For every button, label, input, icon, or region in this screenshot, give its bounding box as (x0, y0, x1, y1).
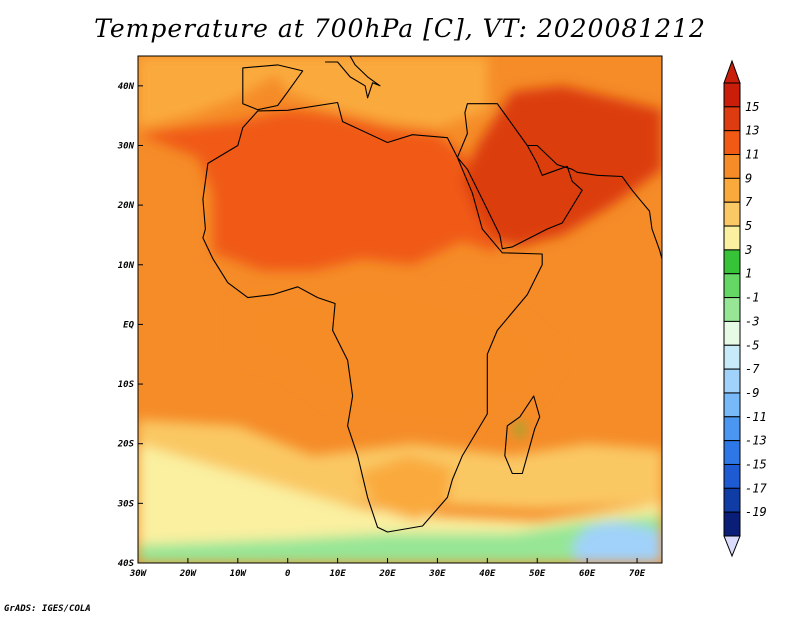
x-tick-label: 70E (629, 569, 646, 579)
colorbar-label: 7 (745, 195, 753, 209)
temperature-field (138, 56, 662, 563)
x-tick-label: 0 (285, 569, 291, 579)
colorbar-label: -13 (745, 434, 767, 448)
y-tick-label: 30N (117, 141, 135, 151)
field-region-sahara (138, 109, 498, 271)
colorbar-swatch (723, 511, 741, 537)
colorbar-swatch (723, 154, 741, 179)
field-region-madagascar-highland (517, 419, 523, 438)
coastline-arabia (456, 103, 583, 250)
colorbar-label: 13 (745, 124, 759, 138)
colorbar-label: -5 (745, 338, 759, 352)
coastlines (202, 56, 662, 533)
colorbar-swatch (723, 320, 741, 346)
colorbar-swatch (723, 273, 741, 299)
colorbar-label: -17 (745, 481, 767, 495)
colorbar-swatch (723, 201, 741, 227)
y-tick-label: 20N (117, 201, 135, 211)
x-tick-label: 20W (179, 569, 198, 579)
colorbar-label: 1 (745, 267, 752, 281)
colorbar-swatch (723, 368, 741, 394)
colorbar-label: 9 (745, 171, 752, 185)
colorbar-swatch (723, 416, 741, 442)
x-tick-label: 50E (529, 569, 546, 579)
field-region-north-atlantic (138, 56, 288, 128)
colorbar-label: -15 (745, 457, 767, 471)
colorbar-swatch (723, 440, 741, 465)
colorbar-label: 3 (744, 243, 752, 257)
colorbar-swatch (723, 177, 741, 203)
colorbar-swatch (723, 82, 741, 108)
credit-text: GrADS: IGES/COLA (4, 604, 91, 614)
colorbar-swatch (723, 130, 741, 156)
field-region-central-africa (237, 276, 563, 432)
field-region-southern-cold (138, 515, 662, 563)
colorbar-label: -1 (745, 291, 759, 305)
colorbar-swatch (723, 344, 741, 370)
colorbar-bottom-arrow (723, 535, 741, 558)
colorbar-swatch (723, 392, 741, 418)
colorbar-label: -7 (745, 362, 760, 376)
colorbar-swatch (723, 249, 741, 275)
coastline-iberia (242, 64, 304, 111)
field-region-southern-africa (357, 455, 453, 522)
coastline-madagascar (504, 395, 541, 475)
map-frame (137, 55, 663, 564)
x-tick-label: 10E (329, 569, 346, 579)
field-region-far-south-cold (572, 521, 662, 563)
colorbar-label: 11 (745, 148, 759, 162)
y-axis: 40N 30N 20N 10N EQ 10S 20S 30S 40S (117, 82, 143, 569)
y-tick-label: EQ (123, 320, 134, 330)
colorbar-label: 5 (745, 219, 752, 233)
y-tick-label: 10S (118, 380, 135, 390)
y-tick-label: 20S (117, 440, 135, 450)
colorbar-label: -19 (745, 505, 767, 519)
colorbar-swatch (723, 225, 741, 251)
colorbar-swatch (723, 106, 741, 132)
colorbar-label: -11 (745, 410, 767, 424)
colorbar-top-arrow (723, 59, 741, 84)
x-axis: 30W 20W 10W 0 10E 20E 30E 40E 50E 60E 70E (129, 558, 646, 579)
colorbar-swatch (723, 463, 741, 489)
colorbar-swatch (723, 297, 741, 322)
x-tick-label: 40E (479, 569, 496, 579)
y-tick-label: 40S (118, 559, 135, 569)
x-tick-label: 10W (230, 569, 248, 579)
y-tick-label: 10N (118, 261, 135, 271)
y-tick-label: 30S (117, 499, 135, 509)
x-tick-label: 30W (129, 569, 148, 579)
coastline-italy (325, 56, 381, 99)
x-tick-label: 60E (579, 569, 596, 579)
coastline-asia (527, 144, 662, 259)
colorbar-swatch (723, 487, 741, 513)
coastline-africa (202, 101, 543, 533)
colorbar: 15 13 11 9 7 5 3 1 -1 -3 -5 -7 -9 -11 -13 -15 -17 -19 (723, 59, 767, 558)
x-tick-label: 20E (378, 569, 396, 579)
colorbar-label: -3 (745, 314, 759, 328)
colorbar-label: 15 (745, 100, 759, 114)
chart-title: Temperature at 700hPa [C], VT: 202008121… (94, 14, 706, 43)
field-region-mediterranean (262, 56, 488, 128)
x-tick-label: 30E (428, 569, 446, 579)
colorbar-label: -9 (745, 386, 759, 400)
y-tick-label: 40N (118, 82, 135, 92)
